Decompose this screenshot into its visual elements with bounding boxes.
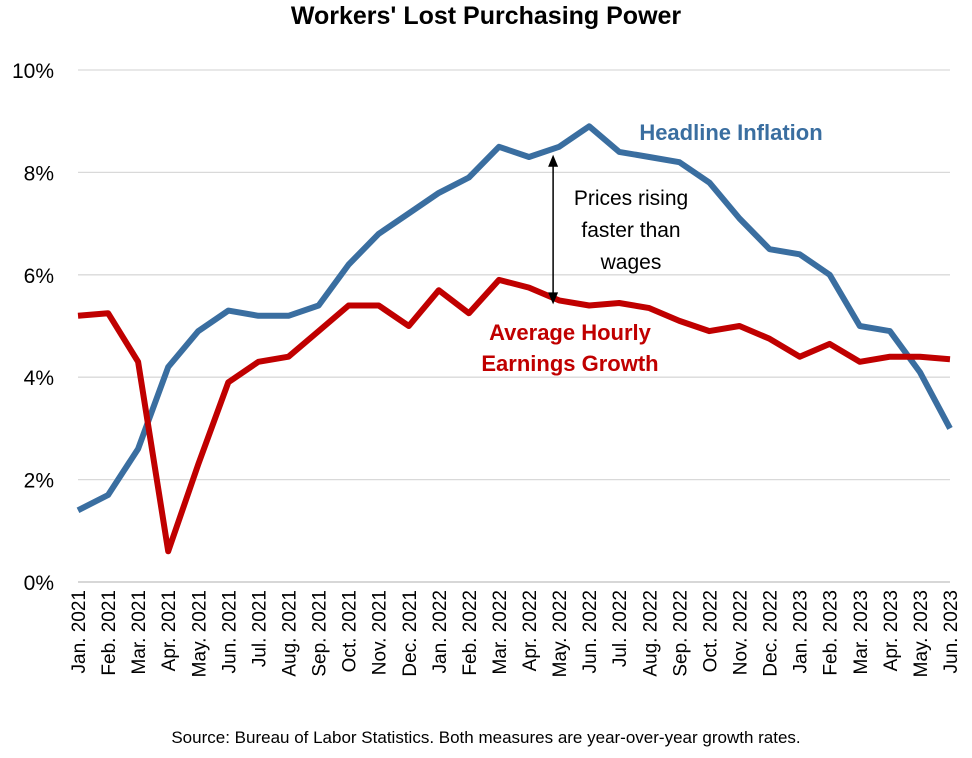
annotation-text: faster than xyxy=(581,219,680,242)
x-tick-label: Jul. 2022 xyxy=(610,590,631,667)
series-line-1 xyxy=(77,276,951,555)
x-tick-label: Mar. 2021 xyxy=(129,590,150,675)
x-tick-label: Nov. 2021 xyxy=(370,590,391,675)
series-label-earnings-growth: Earnings Growth xyxy=(481,351,658,376)
series-label-earnings-growth: Average Hourly xyxy=(489,320,652,345)
x-tick-label: Dec. 2021 xyxy=(400,590,421,677)
x-tick-label: Sep. 2022 xyxy=(670,590,691,677)
x-tick-label: Jan. 2023 xyxy=(791,590,812,673)
x-tick-label: May. 2021 xyxy=(189,590,210,677)
y-tick-label: 0% xyxy=(24,572,54,595)
x-tick-label: Jun. 2023 xyxy=(941,590,962,673)
x-tick-label: Jun. 2021 xyxy=(219,590,240,673)
x-tick-label: Aug. 2021 xyxy=(279,590,300,677)
x-tick-label: Aug. 2022 xyxy=(640,590,661,677)
x-tick-label: Mar. 2023 xyxy=(851,590,872,675)
y-tick-label: 6% xyxy=(24,265,54,288)
x-tick-label: Jan. 2021 xyxy=(69,590,90,673)
y-tick-label: 8% xyxy=(24,162,54,185)
x-tick-label: Feb. 2022 xyxy=(460,590,481,676)
series-label-headline-inflation: Headline Inflation xyxy=(639,120,822,145)
x-tick-label: Apr. 2022 xyxy=(520,590,541,671)
x-tick-label: Apr. 2023 xyxy=(881,590,902,671)
x-tick-label: Jul. 2021 xyxy=(249,590,270,667)
arrow-head-down xyxy=(548,292,559,305)
y-tick-label: 4% xyxy=(24,367,54,390)
x-tick-label: Mar. 2022 xyxy=(490,590,511,675)
x-tick-label: Apr. 2021 xyxy=(159,590,180,671)
x-tick-label: Sep. 2021 xyxy=(310,590,331,677)
x-tick-label: Oct. 2022 xyxy=(700,590,721,672)
x-tick-label: Nov. 2022 xyxy=(731,590,752,675)
arrow-head-up xyxy=(548,154,559,167)
chart-title: Workers' Lost Purchasing Power xyxy=(291,2,682,30)
x-tick-label: May. 2023 xyxy=(911,590,932,677)
x-tick-label: Feb. 2021 xyxy=(99,590,120,676)
x-tick-label: Jan. 2022 xyxy=(430,590,451,673)
x-tick-label: Jun. 2022 xyxy=(580,590,601,673)
annotation-text: wages xyxy=(600,251,662,274)
y-tick-label: 2% xyxy=(24,470,54,493)
x-tick-label: May. 2022 xyxy=(550,590,571,677)
y-tick-label: 10% xyxy=(12,60,54,83)
x-tick-label: Dec. 2022 xyxy=(761,590,782,677)
x-tick-label: Oct. 2021 xyxy=(340,590,361,672)
x-tick-label: Feb. 2023 xyxy=(821,590,842,676)
series-line-0 xyxy=(76,123,953,513)
source-note: Source: Bureau of Labor Statistics. Both… xyxy=(171,728,800,747)
annotation-text: Prices rising xyxy=(574,187,688,210)
